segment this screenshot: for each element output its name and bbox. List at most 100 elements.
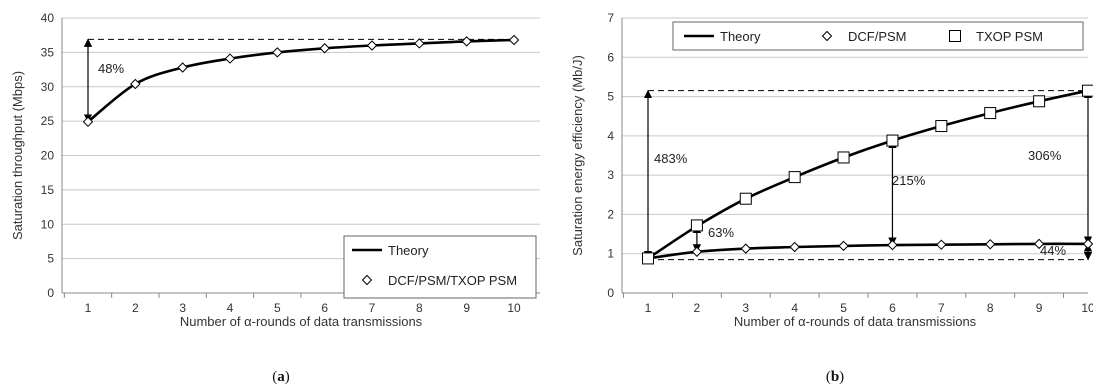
y-tick-label: 10 — [41, 217, 55, 231]
y-tick-label: 3 — [607, 168, 614, 182]
data-point-dcf-psm — [887, 239, 898, 251]
x-tick-label: 5 — [274, 301, 281, 315]
series-line-theory — [87, 38, 515, 123]
x-tick-label: 1 — [85, 301, 92, 315]
figure-caption: (a) — [272, 369, 290, 385]
x-tick-label: 10 — [1081, 301, 1093, 315]
data-point-txop-psm — [690, 219, 703, 232]
annotation-label: 306% — [1028, 148, 1062, 163]
y-axis-label: Saturation energy efficiency (Mb/J) — [570, 55, 585, 256]
x-tick-label: 2 — [132, 301, 139, 315]
y-tick-label: 6 — [607, 50, 614, 64]
data-point-txop-psm — [837, 151, 850, 164]
data-point-dcf-psm-txop-psm — [508, 34, 520, 46]
data-point-dcf-psm — [691, 246, 703, 257]
legend-box — [672, 21, 1084, 51]
data-point-dcf-psm-txop-psm — [177, 62, 188, 73]
data-point-dcf-psm-txop-psm — [82, 116, 94, 128]
data-point-dcf-psm — [740, 243, 751, 254]
data-point-txop-psm — [1033, 95, 1046, 108]
legend-label: Theory — [720, 29, 761, 44]
legend-swatch-diamond — [821, 30, 833, 42]
x-tick-label: 6 — [889, 301, 896, 315]
legend-label: Theory — [388, 243, 429, 258]
y-tick-label: 5 — [47, 252, 54, 266]
annotation-label: 483% — [654, 151, 688, 166]
x-tick-label: 3 — [742, 301, 749, 315]
data-point-txop-psm — [788, 171, 801, 184]
data-point-dcf-psm-txop-psm — [130, 78, 141, 90]
data-point-txop-psm — [739, 192, 752, 205]
x-tick-label: 6 — [321, 301, 328, 315]
legend-swatch-diamond — [361, 274, 373, 286]
data-point-txop-psm — [886, 134, 899, 147]
x-tick-label: 2 — [694, 301, 701, 315]
data-point-txop-psm — [984, 107, 997, 120]
legend-label: TXOP PSM — [976, 29, 1043, 44]
annotation-label: 44% — [1040, 243, 1066, 258]
annotation-label: 48% — [98, 61, 124, 76]
series-line-theory — [647, 89, 1089, 260]
data-point-dcf-psm-txop-psm — [224, 53, 236, 64]
x-tick-label: 8 — [987, 301, 994, 315]
data-point-dcf-psm — [1033, 238, 1045, 250]
data-point-dcf-psm — [1082, 238, 1093, 250]
y-tick-label: 4 — [607, 129, 614, 143]
plot-area: 0 1 2 3 4 5 6 7 1 2 3 4 5 6 7 8 9 10 Number of α-rounds of… — [570, 11, 1093, 329]
y-axis-label: Saturation throughput (Mbps) — [10, 71, 25, 240]
x-tick-label: 4 — [791, 301, 798, 315]
grid-frame — [621, 17, 1088, 294]
y-tick-label: 30 — [41, 80, 55, 94]
x-tick-label: 3 — [179, 301, 186, 315]
legend-box — [343, 235, 537, 299]
data-point-dcf-psm-txop-psm — [272, 47, 283, 58]
figure-caption: (b) — [826, 369, 844, 385]
legend: Theory DCF/PSM TXOP PSM — [672, 21, 1084, 51]
data-point-dcf-psm-txop-psm — [414, 38, 425, 49]
x-tick-label: 9 — [1036, 301, 1043, 315]
legend-swatch-square — [949, 30, 961, 42]
series-line-theory-lower — [647, 242, 1089, 260]
legend: Theory DCF/PSM/TXOP PSM — [343, 235, 537, 299]
x-tick-label: 5 — [840, 301, 847, 315]
data-point-dcf-psm — [789, 241, 800, 253]
data-point-dcf-psm-txop-psm — [319, 43, 330, 54]
data-point-txop-psm — [1082, 84, 1093, 97]
caption-letter: b — [831, 369, 839, 385]
caption-letter: a — [277, 369, 285, 385]
x-axis-label: Number of α-rounds of data transmissions — [180, 314, 423, 329]
y-tick-label: 15 — [41, 183, 55, 197]
data-point-txop-psm — [642, 252, 654, 265]
plot-area: 0 5 10 15 20 25 30 35 40 1 2 3 4 5 6 7 8 9 10 Number of α-r… — [10, 11, 521, 329]
x-tick-label: 8 — [416, 301, 423, 315]
y-tick-label: 2 — [607, 207, 614, 221]
y-tick-label: 5 — [607, 90, 614, 104]
annotation-label: 63% — [708, 225, 734, 240]
y-tick-label: 0 — [607, 286, 614, 300]
x-axis-label: Number of α-rounds of data transmissions — [734, 314, 977, 329]
data-point-dcf-psm — [838, 240, 849, 252]
annotation-label: 215% — [892, 173, 926, 188]
data-point-dcf-psm — [936, 239, 947, 250]
x-tick-label: 7 — [369, 301, 376, 315]
y-tick-label: 25 — [41, 114, 55, 128]
y-tick-label: 40 — [41, 11, 55, 25]
data-point-txop-psm — [935, 120, 948, 133]
x-tick-label: 10 — [507, 301, 521, 315]
y-tick-label: 7 — [607, 11, 614, 25]
data-point-dcf-psm-txop-psm — [461, 36, 472, 47]
y-tick-label: 1 — [607, 247, 614, 261]
y-tick-label: 0 — [47, 286, 54, 300]
x-tick-label: 7 — [938, 301, 945, 315]
legend-label: DCF/PSM/TXOP PSM — [388, 273, 517, 288]
y-tick-label: 35 — [41, 45, 55, 59]
x-tick-label: 4 — [227, 301, 234, 315]
x-tick-label: 9 — [463, 301, 470, 315]
y-tick-label: 20 — [41, 149, 55, 163]
legend-label: DCF/PSM — [848, 29, 907, 44]
x-tick-label: 1 — [645, 301, 652, 315]
data-point-dcf-psm — [985, 239, 996, 250]
